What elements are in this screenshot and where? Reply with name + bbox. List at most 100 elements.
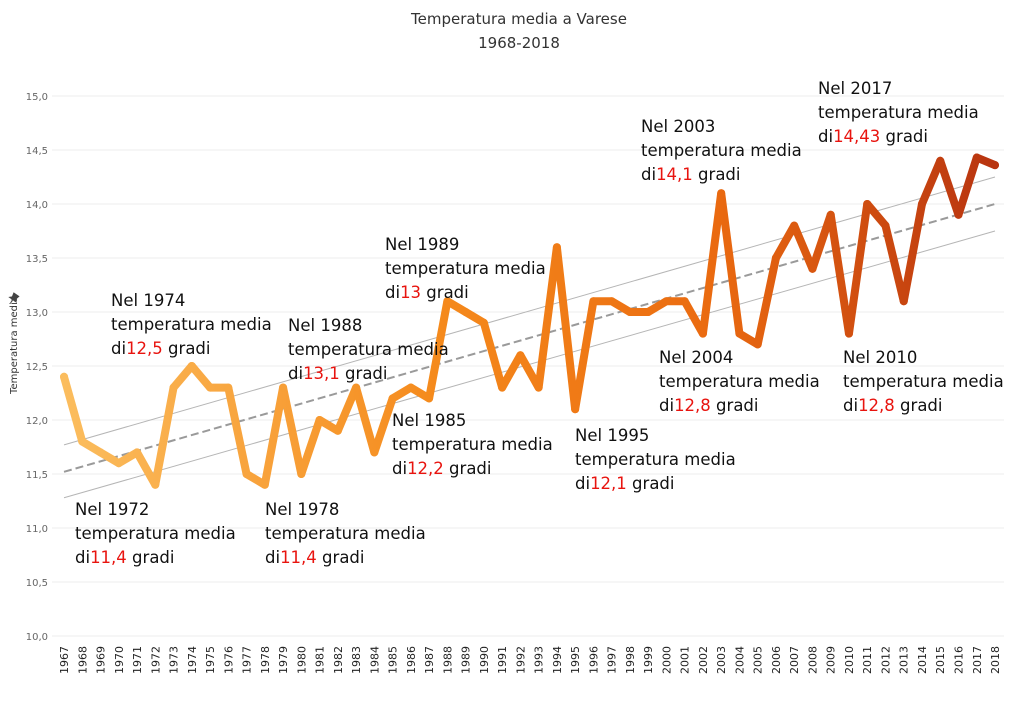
x-tick-label: 1980 <box>295 646 308 674</box>
data-point-1992 <box>516 351 525 360</box>
annotation-nel-1985: Nel 1985 temperatura media di12,2 gradi <box>392 411 553 478</box>
annotation-nel-1974: Nel 1974 temperatura media di12,5 gradi <box>111 291 272 358</box>
x-tick-label: 1971 <box>131 646 144 674</box>
annotation-caption: temperatura media <box>575 450 736 469</box>
x-tick-label: 2018 <box>989 646 1002 674</box>
annotation-value-line: di11,4 gradi <box>75 548 174 567</box>
y-tick-label: 13,5 <box>26 254 48 265</box>
temperature-series-line <box>60 153 999 489</box>
data-point-1979 <box>279 383 288 392</box>
data-point-1991 <box>498 383 507 392</box>
x-tick-label: 2001 <box>679 646 692 674</box>
annotation-year: Nel 1995 <box>575 426 649 445</box>
y-tick-label: 14,5 <box>26 146 48 157</box>
annotation-suffix: gradi <box>340 364 388 383</box>
y-tick-label: 13,0 <box>26 308 48 319</box>
data-point-1973 <box>169 383 178 392</box>
data-point-2004 <box>735 329 744 338</box>
data-point-1980 <box>297 470 306 478</box>
data-point-2014 <box>917 200 926 208</box>
data-point-1975 <box>206 383 215 392</box>
x-tick-label: 2010 <box>843 646 856 674</box>
annotation-value: 12,5 <box>126 339 163 358</box>
data-point-2013 <box>899 297 908 306</box>
annotation-nel-1972: Nel 1972 temperatura media di11,4 gradi <box>75 500 236 567</box>
annotation-nel-1989: Nel 1989 temperatura media di13 gradi <box>385 235 546 302</box>
x-tick-label: 1996 <box>587 646 600 674</box>
y-tick-label: 12,5 <box>26 362 48 373</box>
data-point-2018 <box>991 161 999 170</box>
annotation-nel-2004: Nel 2004 temperatura media di12,8 gradi <box>659 348 820 415</box>
data-point-2008 <box>808 264 817 273</box>
annotation-prefix: di <box>659 396 674 415</box>
annotation-caption: temperatura media <box>111 315 272 334</box>
annotation-value-line: di13,1 gradi <box>288 364 387 383</box>
data-point-1993 <box>534 383 543 392</box>
x-tick-label: 1967 <box>58 646 71 674</box>
x-tick-label: 2009 <box>825 646 838 674</box>
y-tick-label: 12,0 <box>26 416 48 427</box>
annotation-year: Nel 1974 <box>111 291 185 310</box>
data-point-1988 <box>443 297 452 306</box>
data-points <box>60 153 999 489</box>
annotation-caption: temperatura media <box>659 372 820 391</box>
x-tick-label: 1994 <box>551 646 564 674</box>
data-point-1990 <box>479 318 488 327</box>
data-point-1968 <box>78 437 87 446</box>
x-tick-label: 1976 <box>222 646 235 674</box>
data-point-1981 <box>315 416 324 424</box>
annotation-year: Nel 1985 <box>392 411 466 430</box>
x-axis-ticks: 1967 1968 1969 1970 1971 1972 1973 1974 1975 1976… <box>58 646 1002 674</box>
annotation-nel-2010: Nel 2010 temperatura media di12,8 gradi <box>843 348 1004 415</box>
x-tick-label: 2015 <box>934 646 947 674</box>
annotation-prefix: di <box>575 474 590 493</box>
annotation-value-line: di12,8 gradi <box>843 396 942 415</box>
x-tick-label: 2014 <box>916 646 929 674</box>
data-point-2006 <box>771 254 780 262</box>
x-tick-label: 1985 <box>387 646 400 674</box>
annotation-caption: temperatura media <box>265 524 426 543</box>
annotation-nel-1978: Nel 1978 temperatura media di11,4 gradi <box>265 500 426 567</box>
annotation-nel-1988: Nel 1988 temperatura media di13,1 gradi <box>288 316 449 383</box>
pin-icon <box>8 292 20 304</box>
chart-subtitle: 1968-2018 <box>478 34 560 52</box>
x-tick-label: 2008 <box>806 646 819 674</box>
data-point-1974 <box>187 362 196 370</box>
data-point-1978 <box>260 480 269 489</box>
y-tick-label: 11,5 <box>26 470 48 481</box>
x-tick-label: 1968 <box>76 646 89 674</box>
x-tick-label: 1983 <box>350 646 363 674</box>
annotation-prefix: di <box>288 364 303 383</box>
data-point-2002 <box>698 329 707 338</box>
x-tick-label: 1970 <box>113 646 126 674</box>
annotation-nel-1995: Nel 1995 temperatura media di12,1 gradi <box>575 426 736 493</box>
data-point-1986 <box>406 383 415 392</box>
annotation-year: Nel 1988 <box>288 316 362 335</box>
data-point-2007 <box>790 221 799 230</box>
x-tick-label: 1973 <box>168 646 181 674</box>
data-point-1999 <box>644 308 653 316</box>
annotation-value-line: di11,4 gradi <box>265 548 364 567</box>
x-tick-label: 1979 <box>277 646 290 674</box>
annotation-value: 14,43 <box>833 127 880 146</box>
annotation-year: Nel 1989 <box>385 235 459 254</box>
data-point-1976 <box>224 383 233 392</box>
annotation-prefix: di <box>818 127 833 146</box>
annotation-value: 12,8 <box>858 396 895 415</box>
annotation-value-line: di13 gradi <box>385 283 469 302</box>
annotation-year: Nel 2017 <box>818 79 892 98</box>
annotation-year: Nel 1972 <box>75 500 149 519</box>
data-point-2001 <box>680 297 689 306</box>
annotation-caption: temperatura media <box>818 103 979 122</box>
annotation-year: Nel 2003 <box>641 117 715 136</box>
annotation-suffix: gradi <box>163 339 211 358</box>
x-tick-label: 2000 <box>660 646 673 674</box>
x-tick-label: 1982 <box>332 646 345 674</box>
data-point-1971 <box>133 448 142 457</box>
annotation-suffix: gradi <box>880 127 928 146</box>
x-tick-label: 1998 <box>624 646 637 674</box>
x-tick-label: 1989 <box>460 646 473 674</box>
trend-upper-band <box>63 176 996 446</box>
x-tick-label: 2011 <box>861 646 874 674</box>
